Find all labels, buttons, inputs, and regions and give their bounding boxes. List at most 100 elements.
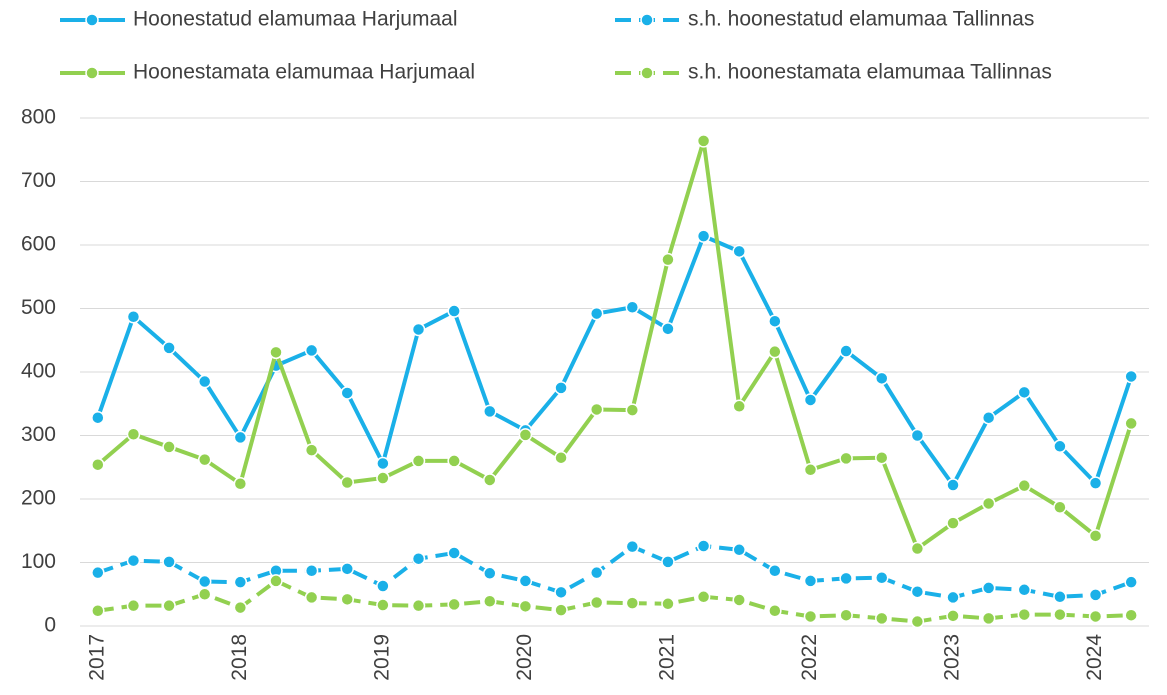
data-point [411, 551, 426, 566]
data-point [696, 539, 711, 553]
data-point [1088, 529, 1103, 543]
legend-label: s.h. hoonestamata elamumaa Tallinnas [688, 61, 1052, 84]
y-tick-label: 700 [21, 169, 56, 192]
data-point [946, 609, 960, 623]
data-point [483, 566, 497, 581]
data-point [554, 381, 568, 395]
data-point [1124, 416, 1138, 431]
data-point [803, 463, 818, 477]
data-point [126, 553, 141, 568]
data-point [625, 403, 640, 417]
x-tick-label: 2019 [370, 634, 393, 681]
data-point [946, 478, 960, 492]
data-point [839, 571, 853, 586]
data-point [589, 402, 604, 417]
data-point [162, 555, 176, 569]
x-tick-label: 2018 [228, 634, 251, 681]
data-point [768, 314, 782, 328]
data-point [661, 252, 675, 267]
data-point [162, 341, 176, 355]
data-point [1053, 590, 1067, 604]
data-point [875, 570, 889, 585]
legend-label: Hoonestatud elamumaa Harjumaal [133, 8, 458, 31]
data-point [304, 343, 319, 358]
x-tick-label: 2022 [798, 634, 821, 681]
data-point [625, 300, 640, 314]
legend-marker [85, 13, 99, 27]
data-point [304, 590, 319, 605]
data-point [411, 454, 426, 468]
data-point [376, 471, 390, 485]
data-point [803, 393, 818, 407]
data-point [696, 590, 711, 604]
x-tick-label: 2020 [513, 634, 536, 681]
data-point [233, 575, 248, 589]
data-point [946, 590, 960, 605]
y-tick-label: 200 [21, 487, 56, 510]
data-point [910, 541, 925, 556]
data-point [91, 565, 105, 580]
data-point [1017, 385, 1032, 400]
data-point [839, 608, 853, 622]
data-point [803, 609, 818, 624]
data-point [875, 611, 889, 626]
data-point [518, 574, 533, 588]
data-point [197, 574, 212, 589]
legend-marker [640, 13, 654, 27]
data-point [589, 595, 604, 610]
data-point [447, 597, 461, 612]
data-point [910, 614, 925, 629]
data-point [981, 410, 996, 425]
x-tick-label: 2024 [1083, 634, 1106, 681]
data-point [411, 322, 426, 337]
legend-label: Hoonestamata elamumaa Harjumaal [133, 61, 475, 84]
x-tick-label: 2017 [85, 634, 108, 681]
data-point [233, 477, 248, 491]
data-point [376, 598, 390, 612]
data-point [946, 516, 960, 530]
data-point [1124, 369, 1138, 384]
data-point [554, 450, 568, 465]
data-point [732, 593, 746, 607]
data-point [661, 597, 675, 611]
data-point [1053, 607, 1067, 622]
y-tick-label: 0 [44, 614, 56, 637]
data-point [625, 539, 640, 554]
data-point [625, 596, 640, 610]
data-point [197, 452, 212, 467]
data-point [376, 579, 390, 593]
data-point [661, 555, 675, 569]
data-point [554, 603, 568, 617]
data-point [875, 371, 889, 386]
data-point [1124, 575, 1138, 589]
data-point [197, 374, 212, 389]
data-point [1017, 583, 1032, 597]
data-point [1053, 500, 1067, 515]
data-point [1088, 588, 1103, 602]
data-point [376, 456, 390, 471]
data-point [126, 427, 141, 441]
data-point [1088, 476, 1103, 490]
data-point [340, 562, 354, 576]
data-point [589, 565, 604, 580]
y-tick-label: 400 [21, 360, 56, 383]
data-point [589, 306, 604, 321]
data-point [411, 598, 426, 613]
data-point [661, 322, 675, 336]
series-line [95, 234, 1134, 488]
data-point [483, 404, 497, 419]
data-point [554, 585, 568, 600]
data-point [340, 475, 354, 490]
data-point [839, 451, 853, 466]
data-point [1088, 609, 1103, 624]
data-point [483, 594, 497, 608]
legend-marker [640, 66, 654, 80]
data-point [340, 386, 354, 400]
data-point [91, 410, 105, 425]
data-point [981, 611, 996, 626]
legend-label: s.h. hoonestatud elamumaa Tallinnas [688, 8, 1034, 31]
data-point [162, 598, 176, 613]
data-point [981, 581, 996, 595]
data-point [1053, 439, 1067, 454]
